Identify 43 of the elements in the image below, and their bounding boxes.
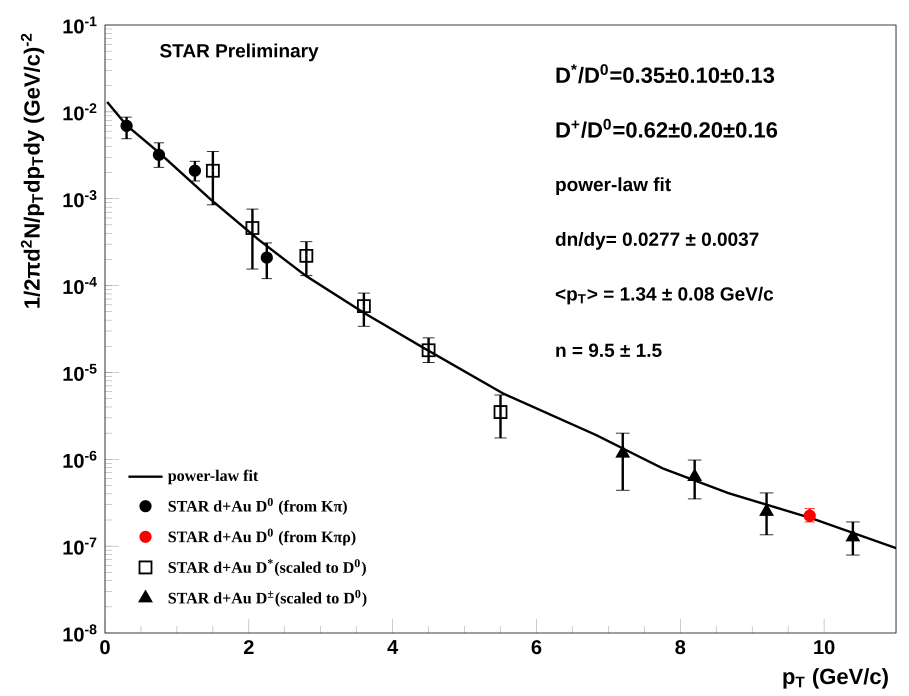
point (188, 164, 201, 177)
annotation: dn/dy= 0.0277 ± 0.0037 (556, 232, 758, 250)
point (616, 446, 630, 458)
annotation: <p$_{T}$> = 1.34 ± 0.08 GeV/c (556, 286, 774, 304)
point (760, 504, 774, 516)
x-tick-label: 8 (675, 640, 686, 654)
y-tick-label: 10$^{-7}$ (63, 538, 96, 555)
y-tick-label: 10$^{-6}$ (63, 450, 96, 468)
point (246, 221, 260, 235)
x-tick-label: 0 (100, 640, 110, 654)
point (260, 251, 273, 264)
point (206, 164, 220, 178)
point (846, 529, 860, 542)
legend-label: STAR d+Au D$^{0}$ (from Kπ) (168, 498, 347, 515)
point (299, 248, 314, 263)
annotation: D$^{+}$/D$^{0}$=0.62±0.20±0.16 (556, 118, 778, 138)
annotation: n = 9.5 ± 1.5 (556, 344, 662, 358)
legend-label: power-law fit (168, 470, 258, 484)
point (494, 405, 508, 419)
annotation: D$^{*}$/D$^{0}$=0.35±0.10±0.13 (556, 64, 774, 84)
point (804, 510, 816, 522)
annotation: power-law fit (556, 177, 671, 195)
y-tick-label: 10$^{-5}$ (63, 364, 97, 381)
point (422, 343, 436, 358)
y-axis-title: 1/2πd$^{2}$N/p$_{T}$dp$_{T}$dy (GeV/c)$^{-2}$ (20, 34, 44, 308)
legend-label: STAR d+Au D$^{±}$(scaled to D$^{0}$) (168, 590, 366, 607)
annotation: STAR Preliminary (160, 44, 319, 62)
point (688, 469, 702, 482)
x-tick-label: 6 (532, 640, 542, 654)
y-tick-label: 10$^{-4}$ (63, 277, 97, 294)
point (152, 148, 166, 161)
x-tick-label: 2 (244, 640, 254, 654)
x-tick-label: 4 (387, 640, 398, 654)
point (120, 120, 133, 132)
legend-label: STAR d+Au D$^{*}$(scaled to D$^{0}$) (168, 559, 366, 576)
y-tick-label: 10$^{-1}$ (63, 16, 97, 34)
x-tick-label: 10 (814, 640, 834, 654)
y-tick-label: 10$^{-3}$ (63, 190, 96, 208)
x-axis-title: p$_{T}$ (GeV/c) (783, 668, 888, 689)
legend-label: STAR d+Au D$^{0}$ (from Kπρ) (168, 528, 356, 546)
y-tick-label: 10$^{-2}$ (63, 103, 96, 120)
point (356, 299, 371, 314)
y-tick-label: 10$^{-8}$ (63, 624, 96, 642)
